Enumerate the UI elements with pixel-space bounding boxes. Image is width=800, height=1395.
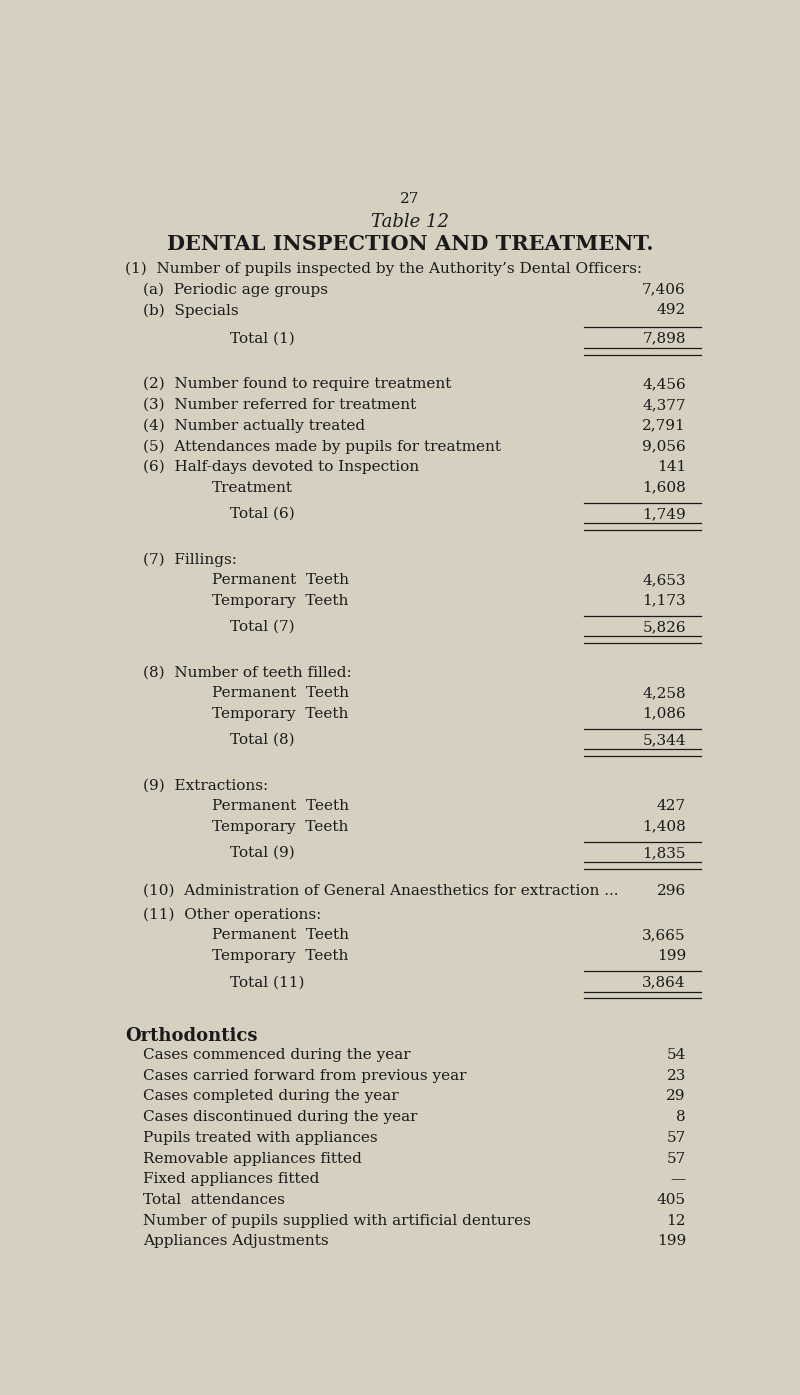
- Text: DENTAL INSPECTION AND TREATMENT.: DENTAL INSPECTION AND TREATMENT.: [166, 234, 654, 254]
- Text: Total (1): Total (1): [230, 332, 295, 346]
- Text: 1,608: 1,608: [642, 481, 686, 495]
- Text: 1,408: 1,408: [642, 820, 686, 834]
- Text: (10)  Administration of General Anaesthetics for extraction ...: (10) Administration of General Anaesthet…: [143, 884, 619, 898]
- Text: 3,864: 3,864: [642, 975, 686, 989]
- Text: (3)  Number referred for treatment: (3) Number referred for treatment: [143, 398, 417, 412]
- Text: 29: 29: [666, 1089, 686, 1103]
- Text: 3,665: 3,665: [642, 929, 686, 943]
- Text: 27: 27: [400, 193, 420, 206]
- Text: Total  attendances: Total attendances: [143, 1193, 286, 1207]
- Text: Total (9): Total (9): [230, 845, 295, 859]
- Text: 57: 57: [666, 1131, 686, 1145]
- Text: (7)  Fillings:: (7) Fillings:: [143, 552, 238, 566]
- Text: 427: 427: [657, 799, 686, 813]
- Text: (2)  Number found to require treatment: (2) Number found to require treatment: [143, 377, 452, 392]
- Text: Temporary  Teeth: Temporary Teeth: [211, 820, 348, 834]
- Text: 492: 492: [657, 303, 686, 318]
- Text: —: —: [670, 1172, 686, 1186]
- Text: Pupils treated with appliances: Pupils treated with appliances: [143, 1131, 378, 1145]
- Text: 199: 199: [657, 1235, 686, 1249]
- Text: Cases commenced during the year: Cases commenced during the year: [143, 1048, 411, 1062]
- Text: 199: 199: [657, 949, 686, 963]
- Text: Permanent  Teeth: Permanent Teeth: [211, 929, 349, 943]
- Text: (11)  Other operations:: (11) Other operations:: [143, 908, 322, 922]
- Text: 141: 141: [657, 460, 686, 474]
- Text: 5,826: 5,826: [642, 619, 686, 633]
- Text: Temporary  Teeth: Temporary Teeth: [211, 707, 348, 721]
- Text: 4,653: 4,653: [642, 573, 686, 587]
- Text: 12: 12: [666, 1214, 686, 1228]
- Text: (4)  Number actually treated: (4) Number actually treated: [143, 418, 366, 432]
- Text: Treatment: Treatment: [211, 481, 293, 495]
- Text: Total (11): Total (11): [230, 975, 305, 989]
- Text: (6)  Half-days devoted to Inspection: (6) Half-days devoted to Inspection: [143, 460, 419, 474]
- Text: Appliances Adjustments: Appliances Adjustments: [143, 1235, 329, 1249]
- Text: Permanent  Teeth: Permanent Teeth: [211, 686, 349, 700]
- Text: Removable appliances fitted: Removable appliances fitted: [143, 1151, 362, 1166]
- Text: (8)  Number of teeth filled:: (8) Number of teeth filled:: [143, 665, 352, 679]
- Text: 9,056: 9,056: [642, 439, 686, 453]
- Text: Permanent  Teeth: Permanent Teeth: [211, 573, 349, 587]
- Text: 5,344: 5,344: [642, 732, 686, 746]
- Text: (9)  Extractions:: (9) Extractions:: [143, 778, 269, 792]
- Text: 1,835: 1,835: [642, 845, 686, 859]
- Text: (5)  Attendances made by pupils for treatment: (5) Attendances made by pupils for treat…: [143, 439, 502, 453]
- Text: Total (7): Total (7): [230, 619, 295, 633]
- Text: 1,749: 1,749: [642, 506, 686, 520]
- Text: 296: 296: [657, 884, 686, 898]
- Text: 405: 405: [657, 1193, 686, 1207]
- Text: Table 12: Table 12: [371, 212, 449, 230]
- Text: 7,898: 7,898: [642, 332, 686, 346]
- Text: (1)  Number of pupils inspected by the Authority’s Dental Officers:: (1) Number of pupils inspected by the Au…: [125, 262, 642, 276]
- Text: Permanent  Teeth: Permanent Teeth: [211, 799, 349, 813]
- Text: 7,406: 7,406: [642, 283, 686, 297]
- Text: Temporary  Teeth: Temporary Teeth: [211, 594, 348, 608]
- Text: 4,258: 4,258: [642, 686, 686, 700]
- Text: Number of pupils supplied with artificial dentures: Number of pupils supplied with artificia…: [143, 1214, 531, 1228]
- Text: 23: 23: [666, 1069, 686, 1083]
- Text: Cases completed during the year: Cases completed during the year: [143, 1089, 399, 1103]
- Text: 8: 8: [676, 1110, 686, 1124]
- Text: Total (8): Total (8): [230, 732, 295, 746]
- Text: Total (6): Total (6): [230, 506, 295, 520]
- Text: 4,377: 4,377: [642, 398, 686, 412]
- Text: 57: 57: [666, 1151, 686, 1166]
- Text: Cases carried forward from previous year: Cases carried forward from previous year: [143, 1069, 467, 1083]
- Text: 4,456: 4,456: [642, 377, 686, 391]
- Text: (b)  Specials: (b) Specials: [143, 303, 239, 318]
- Text: Cases discontinued during the year: Cases discontinued during the year: [143, 1110, 418, 1124]
- Text: Orthodontics: Orthodontics: [125, 1027, 258, 1045]
- Text: 54: 54: [666, 1048, 686, 1062]
- Text: Temporary  Teeth: Temporary Teeth: [211, 949, 348, 963]
- Text: 1,086: 1,086: [642, 707, 686, 721]
- Text: 2,791: 2,791: [642, 418, 686, 432]
- Text: (a)  Periodic age groups: (a) Periodic age groups: [143, 283, 328, 297]
- Text: Fixed appliances fitted: Fixed appliances fitted: [143, 1172, 320, 1186]
- Text: 1,173: 1,173: [642, 594, 686, 608]
